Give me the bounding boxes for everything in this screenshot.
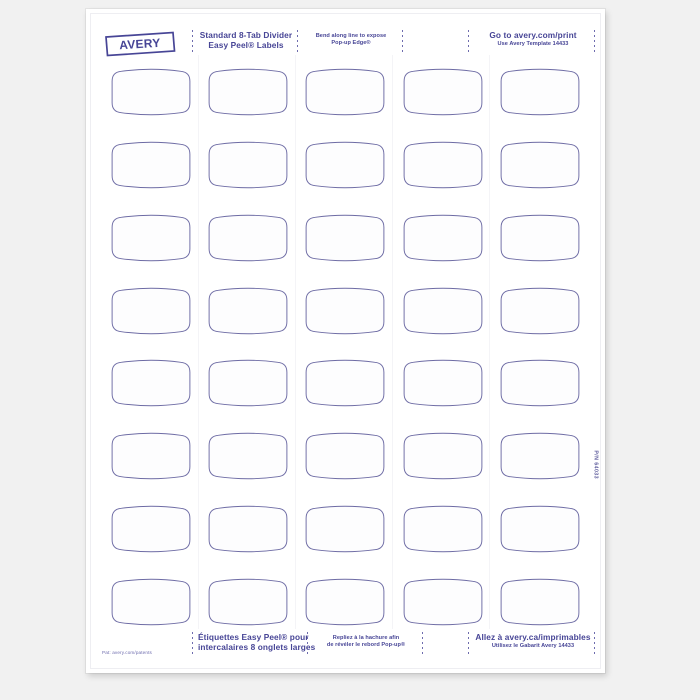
label-cell[interactable] (396, 349, 490, 419)
label-cell[interactable] (104, 57, 198, 127)
label-cell[interactable] (396, 130, 490, 200)
label-cell[interactable] (396, 57, 490, 127)
label-cell[interactable] (104, 567, 198, 637)
label-cell[interactable] (298, 203, 392, 273)
header-separator-4 (468, 30, 469, 52)
footer-separator-4 (468, 632, 469, 654)
footer-separator-3 (422, 632, 423, 654)
footer-instruction-text: Repliez à la hachure afin de révéler le … (313, 635, 419, 648)
label-cell[interactable] (201, 421, 295, 491)
label-cell[interactable] (493, 130, 587, 200)
label-cell[interactable] (298, 130, 392, 200)
footer-template-number: Utilisez le Gabarit Avery 14433 (491, 642, 575, 649)
sheet-header: AVERY Standard 8-Tab Divider Easy Peel® … (86, 19, 605, 63)
avery-logo-icon: AVERY (104, 31, 176, 57)
sheet-footer: Pat: avery.com/patents Étiquettes Easy P… (86, 621, 605, 665)
header-separator-2 (297, 30, 298, 52)
label-cell[interactable] (396, 276, 490, 346)
patent-notice: Pat: avery.com/patents (102, 650, 152, 655)
footer-instruction-line2: de révéler le rebord Pop-up® (326, 641, 406, 648)
label-cell[interactable] (493, 276, 587, 346)
label-grid (104, 57, 587, 637)
svg-text:AVERY: AVERY (119, 36, 161, 52)
header-separator-1 (192, 30, 193, 52)
label-cell[interactable] (493, 494, 587, 564)
label-cell[interactable] (493, 349, 587, 419)
header-instruction-line1: Bend along line to expose (315, 33, 387, 39)
header-instruction-text: Bend along line to expose Pop-up Edge® (303, 33, 399, 46)
label-cell[interactable] (104, 130, 198, 200)
label-cell[interactable] (298, 567, 392, 637)
footer-url-link[interactable]: Allez à avery.ca/imprimables (475, 632, 591, 642)
label-cell[interactable] (396, 567, 490, 637)
label-cell[interactable] (396, 203, 490, 273)
label-cell[interactable] (298, 421, 392, 491)
label-cell[interactable] (104, 276, 198, 346)
header-template-number: Use Avery Template 14433 (497, 40, 569, 47)
label-cell[interactable] (493, 567, 587, 637)
footer-separator-2 (307, 632, 308, 654)
header-product-text: Standard 8-Tab Divider Easy Peel® Labels (198, 30, 294, 51)
column-guide (198, 55, 199, 629)
label-cell[interactable] (493, 203, 587, 273)
header-separator-5 (594, 30, 595, 52)
label-cell[interactable] (201, 349, 295, 419)
footer-product-text: Étiquettes Easy Peel® pour intercalaires… (198, 632, 316, 653)
part-number-label: P/N 64033 (593, 450, 599, 479)
label-cell[interactable] (396, 421, 490, 491)
header-url-link[interactable]: Go to avery.com/print (489, 30, 577, 40)
label-cell[interactable] (396, 494, 490, 564)
footer-product-line2: intercalaires 8 onglets larges (198, 641, 316, 652)
label-cell[interactable] (298, 276, 392, 346)
footer-separator-1 (192, 632, 193, 654)
label-cell[interactable] (493, 421, 587, 491)
column-guide (295, 55, 296, 629)
column-guide (489, 55, 490, 629)
header-instruction-line2: Pop-up Edge® (331, 39, 371, 46)
footer-instruction-line1: Repliez à la hachure afin (332, 635, 400, 641)
footer-url-text[interactable]: Allez à avery.ca/imprimables Utilisez le… (474, 632, 592, 649)
label-cell[interactable] (104, 349, 198, 419)
footer-separator-5 (594, 632, 595, 654)
avery-label-sheet: AVERY Standard 8-Tab Divider Easy Peel® … (86, 9, 605, 673)
footer-product-line1: Étiquettes Easy Peel® pour (198, 632, 309, 642)
header-product-line2: Easy Peel® Labels (208, 39, 284, 50)
column-guide (392, 55, 393, 629)
label-cell[interactable] (104, 421, 198, 491)
label-cell[interactable] (201, 276, 295, 346)
label-cell[interactable] (201, 203, 295, 273)
header-product-line1: Standard 8-Tab Divider (199, 30, 293, 40)
label-cell[interactable] (201, 130, 295, 200)
header-separator-3 (402, 30, 403, 52)
label-cell[interactable] (104, 203, 198, 273)
label-cell[interactable] (298, 349, 392, 419)
label-cell[interactable] (201, 567, 295, 637)
header-url-text[interactable]: Go to avery.com/print Use Avery Template… (474, 30, 592, 47)
label-cell[interactable] (298, 57, 392, 127)
label-cell[interactable] (201, 494, 295, 564)
label-cell[interactable] (104, 494, 198, 564)
label-cell[interactable] (493, 57, 587, 127)
label-cell[interactable] (201, 57, 295, 127)
label-cell[interactable] (298, 494, 392, 564)
